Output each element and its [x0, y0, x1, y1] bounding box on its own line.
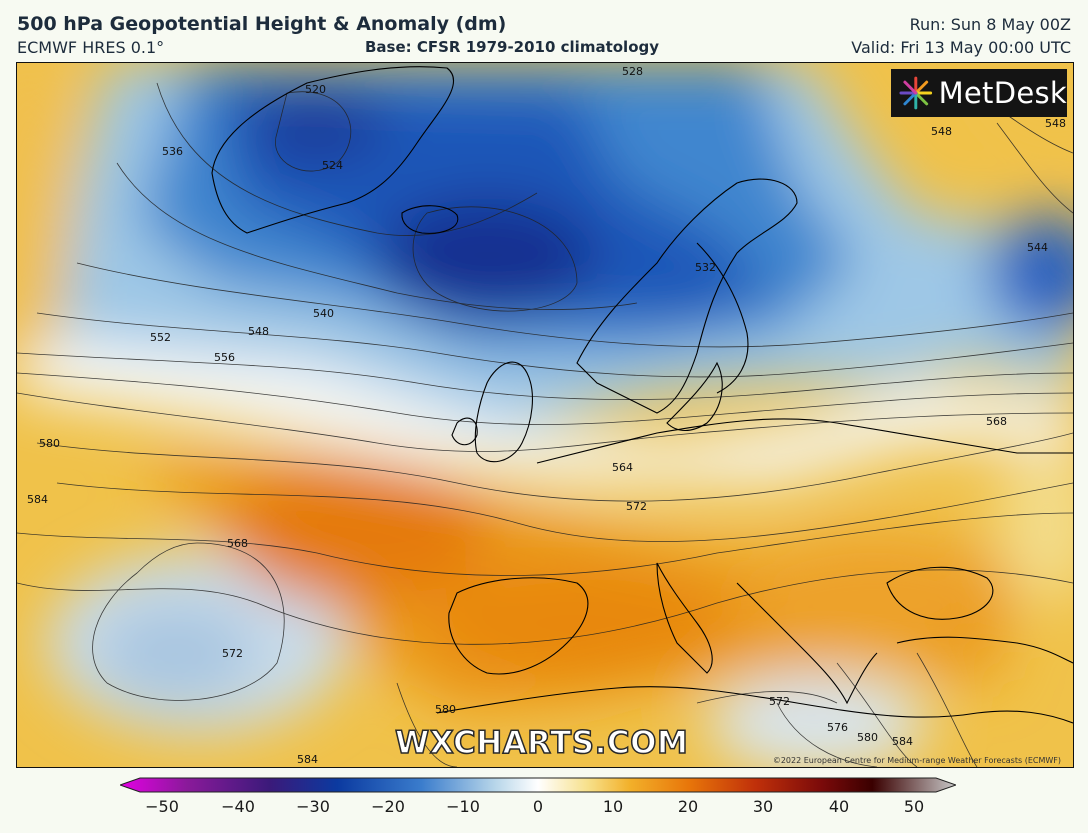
contour-label: 580 — [435, 703, 456, 716]
contour-label: 548 — [931, 125, 952, 138]
colorbar-tick: 50 — [903, 797, 925, 816]
contour-label: 532 — [695, 261, 716, 274]
contour-label: 572 — [222, 647, 243, 660]
colorbar-tick: 30 — [752, 797, 774, 816]
colorbar-tick: 0 — [532, 797, 544, 816]
colorbar-tick: 10 — [602, 797, 624, 816]
climatology-base-label: Base: CFSR 1979-2010 climatology — [365, 38, 660, 56]
anomaly-field: 520 524 528 532 536 540 544 548 552 556 … — [17, 63, 1073, 767]
wxcharts-watermark: WXCHARTS.COM — [394, 724, 689, 762]
contour-label: 556 — [214, 351, 235, 364]
contour-label: 580 — [39, 437, 60, 450]
contour-label: 580 — [857, 731, 878, 744]
contour-label: 524 — [322, 159, 343, 172]
colorbar-tick: 40 — [828, 797, 850, 816]
contour-label: 576 — [827, 721, 848, 734]
copyright-notice: ©2022 European Centre for Medium-range W… — [772, 756, 1061, 765]
contour-label: 540 — [313, 307, 334, 320]
contour-label: 584 — [892, 735, 913, 748]
valid-time-label: Valid: Fri 13 May 00:00 UTC — [851, 38, 1071, 57]
colorbar-tick: 20 — [677, 797, 699, 816]
contour-label: 584 — [27, 493, 48, 506]
contour-label: 584 — [297, 753, 318, 766]
colorbar-tick: −40 — [221, 797, 255, 816]
metdesk-logo: MetDesk — [891, 69, 1067, 117]
contour-label: 548 — [1045, 117, 1066, 130]
contour-label: 568 — [227, 537, 248, 550]
contour-label: 572 — [769, 695, 790, 708]
contour-label: 568 — [986, 415, 1007, 428]
contour-labels: 520 524 528 532 536 540 544 548 552 556 … — [27, 65, 1066, 766]
model-label: ECMWF HRES 0.1° — [17, 38, 165, 57]
colorbar-tick: −50 — [145, 797, 179, 816]
map-title: 500 hPa Geopotential Height & Anomaly (d… — [17, 13, 507, 35]
contour-label: 536 — [162, 145, 183, 158]
contour-label: 528 — [622, 65, 643, 78]
metdesk-burst-icon — [899, 76, 933, 110]
colorbar — [120, 777, 956, 793]
colorbar-tick: −20 — [371, 797, 405, 816]
contour-label: 544 — [1027, 241, 1048, 254]
contour-label: 552 — [150, 331, 171, 344]
contour-label: 564 — [612, 461, 633, 474]
colorbar-tick: −10 — [446, 797, 480, 816]
metdesk-logo-text: MetDesk — [938, 76, 1067, 110]
colorbar-tick: −30 — [296, 797, 330, 816]
contour-label: 520 — [305, 83, 326, 96]
contour-label: 548 — [248, 325, 269, 338]
coastlines — [211, 66, 1073, 724]
contour-label: 572 — [626, 500, 647, 513]
map-panel: 520 524 528 532 536 540 544 548 552 556 … — [16, 62, 1074, 768]
run-time-label: Run: Sun 8 May 00Z — [909, 15, 1071, 34]
